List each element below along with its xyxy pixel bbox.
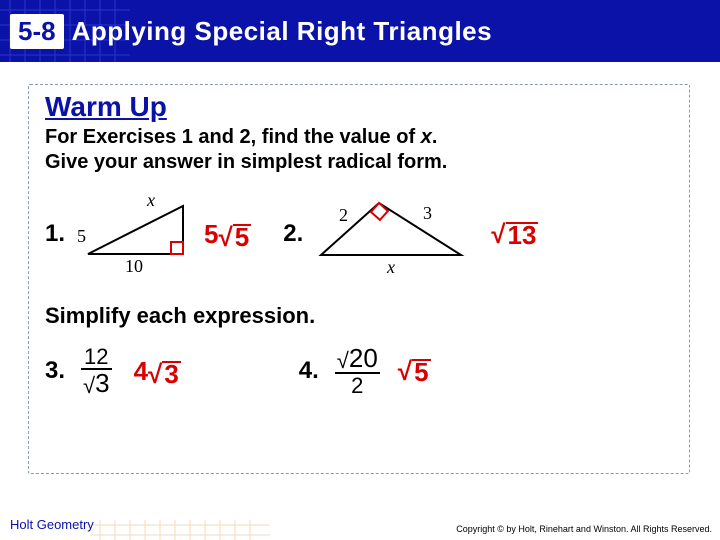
- q1-answer-coef: 5: [204, 219, 218, 250]
- instruction-text: For Exercises 1 and 2, find the value of…: [45, 125, 673, 175]
- q3-answer-coef: 4: [134, 356, 148, 387]
- q1-hyp: x: [146, 194, 155, 210]
- q3-answer: 4√3: [134, 356, 181, 387]
- q3-number: 3.: [45, 357, 65, 385]
- q1-side-b: 10: [125, 256, 143, 274]
- q3-fraction: 12 √3: [81, 345, 112, 397]
- footer-brand: Holt Geometry: [10, 517, 94, 532]
- q2-triangle: 2 3 x: [311, 193, 471, 275]
- q2-answer-radicand: 13: [506, 222, 539, 247]
- exercise-row-2: 3. 12 √3 4√3 4. √20 2 √5: [45, 345, 673, 397]
- variable-x: x: [421, 126, 432, 148]
- q3-frac-den: √3: [81, 370, 112, 397]
- q4-answer-radicand: 5: [412, 359, 430, 384]
- section2-heading: Simplify each expression.: [45, 303, 673, 329]
- q2-number: 2.: [283, 220, 303, 248]
- q2-side-right: 3: [423, 203, 432, 223]
- q2-side-left: 2: [339, 205, 348, 225]
- q1-answer-radicand: 5: [233, 224, 251, 249]
- q2-base: x: [386, 257, 395, 275]
- q4-frac-den: 2: [349, 374, 365, 397]
- q1-triangle: 5 x 10: [73, 194, 198, 274]
- q1-number: 1.: [45, 220, 65, 248]
- footer-copyright: Copyright © by Holt, Rinehart and Winsto…: [456, 524, 712, 534]
- footer-grid-decoration: [90, 520, 270, 540]
- q3-frac-num: 12: [82, 345, 110, 368]
- q4-fraction: √20 2: [335, 345, 380, 397]
- q1-side-a: 5: [77, 226, 86, 246]
- q4-answer: √5: [398, 358, 431, 384]
- q3-answer-radicand: 3: [162, 361, 180, 386]
- instruction-line2: Give your answer in simplest radical for…: [45, 151, 447, 173]
- q1-answer: 5√5: [204, 219, 251, 250]
- exercise-row-1: 1. 5 x 10 5√5 2. 2 3 x √13: [45, 193, 673, 275]
- content-box: Warm Up For Exercises 1 and 2, find the …: [28, 84, 690, 474]
- lesson-title: Applying Special Right Triangles: [72, 16, 493, 47]
- instruction-line1: For Exercises 1 and 2, find the value of: [45, 126, 421, 148]
- q4-frac-num: √20: [335, 345, 380, 372]
- q2-answer: √13: [491, 221, 538, 247]
- q4-number: 4.: [299, 357, 319, 385]
- lesson-number-badge: 5-8: [10, 14, 64, 49]
- warmup-heading: Warm Up: [45, 91, 673, 123]
- header-bar: 5-8 Applying Special Right Triangles: [0, 0, 720, 62]
